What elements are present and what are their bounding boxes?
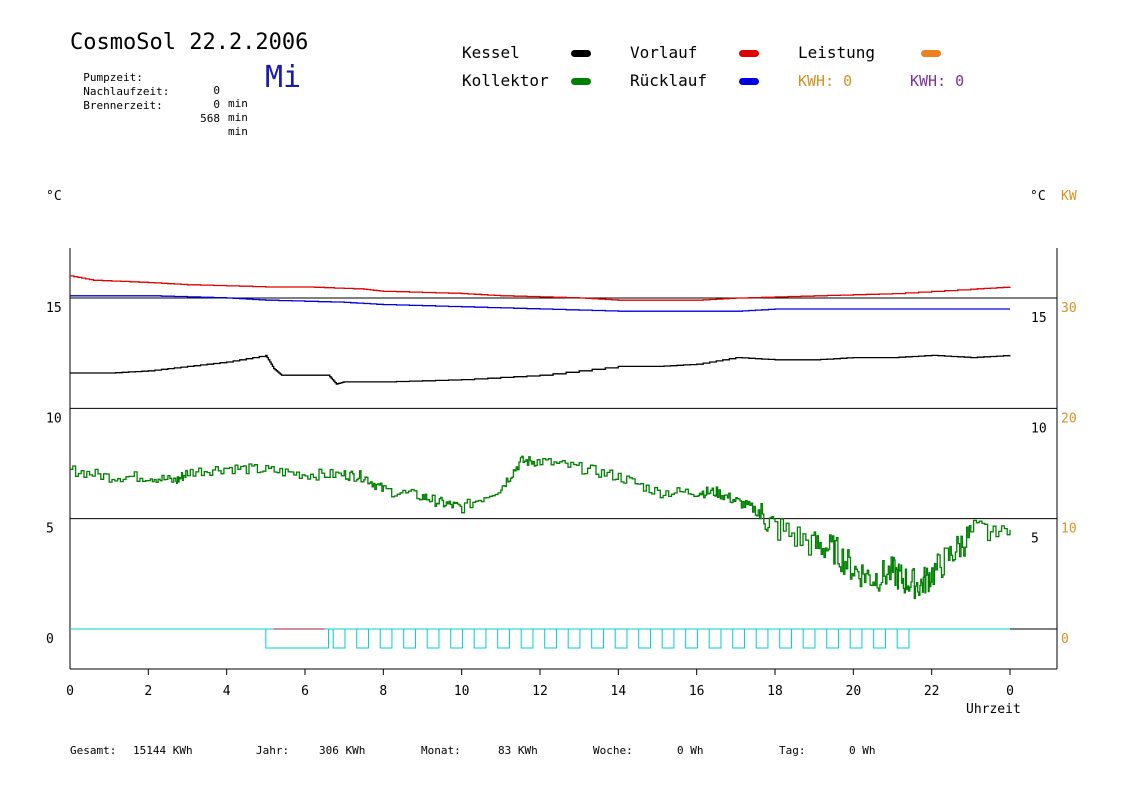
monat-value: 83 KWh [498,744,538,757]
legend-leistung: Leistung [798,43,876,62]
y-tick-label: 15 [46,301,62,316]
right-tick-label: 10 [1031,421,1047,436]
kwh-value-1: KWH: 0 [798,72,853,90]
y-tick-label: 5 [46,522,54,537]
gesamt-label: Gesamt: [70,744,117,757]
right-kw-tick-label: 20 [1061,411,1077,426]
legend-swatch-kollektor [571,78,591,85]
left-axis-unit: °C [46,189,62,204]
page-title: CosmoSol 22.2.2006 [70,30,309,55]
y-tick-label: 10 [46,411,62,426]
right-kw-tick-label: 10 [1061,522,1077,537]
legend-swatch-leistung [921,50,941,57]
monat-label: Monat: [421,744,461,757]
woche-label: Woche: [593,744,633,757]
right-axis-unit: °C [1030,189,1046,204]
stat-label: Brennerzeit: [83,99,163,112]
pump-pulses [265,629,910,649]
right-tick-label: 15 [1031,311,1047,326]
stat-label: Pumpzeit: [83,71,143,84]
kwh-value-2: KWH: 0 [910,72,965,90]
stat-nachlaufzeit: Nachlaufzeit: 0 min [70,72,248,124]
x-tick-label: 16 [689,684,705,699]
x-tick-label: 0 [66,684,74,699]
legend-kessel: Kessel [462,43,520,62]
legend-ruecklauf: Rücklauf [630,71,708,90]
right-axis-unit-kw: KW [1061,189,1077,204]
stat-brennerzeit: Brennerzeit: 568 min [70,86,248,138]
right-kw-tick-label: 0 [1061,632,1069,647]
stat-unit: min [228,111,248,124]
stat-unit: min [228,125,248,138]
right-kw-tick-label: 30 [1061,301,1077,316]
series-line-kollektor [70,455,1011,600]
legend-swatch-kessel [571,50,591,57]
legend-kollektor: Kollektor [462,71,549,90]
y-tick-label: 0 [46,632,54,647]
x-tick-label: 18 [767,684,783,699]
jahr-label: Jahr: [256,744,290,757]
weekday-label: Mi [265,60,302,95]
right-tick-label: 5 [1031,532,1039,547]
x-tick-label: 10 [454,684,470,699]
x-tick-label: 20 [846,684,862,699]
x-tick-label: 0 [1006,684,1014,699]
x-tick-label: 8 [379,684,387,699]
x-axis-label: Uhrzeit [966,702,1021,717]
x-tick-label: 4 [223,684,231,699]
stat-pumpzeit: Pumpzeit: 0 min [70,58,248,110]
series-line-kessel [70,354,1011,385]
stat-value: 568 [200,112,220,125]
stat-value: 0 [213,84,220,97]
series-line-ruecklauf [70,295,1010,312]
legend-swatch-ruecklauf [739,78,759,85]
stat-label: Nachlaufzeit: [83,85,170,98]
x-tick-label: 14 [611,684,627,699]
woche-value: 0 Wh [677,744,704,757]
x-tick-label: 6 [301,684,309,699]
jahr-value: 306 KWh [319,744,366,757]
x-tick-label: 2 [144,684,152,699]
stat-value: 0 [213,98,220,111]
x-tick-label: 12 [532,684,548,699]
tag-label: Tag: [779,744,806,757]
tag-value: 0 Wh [849,744,876,757]
legend-swatch-vorlauf [739,50,759,57]
stat-unit: min [228,97,248,110]
x-tick-label: 22 [924,684,940,699]
series-line-vorlauf [70,275,1011,301]
legend-vorlauf: Vorlauf [630,43,698,62]
gesamt-value: 15144 KWh [133,744,193,757]
